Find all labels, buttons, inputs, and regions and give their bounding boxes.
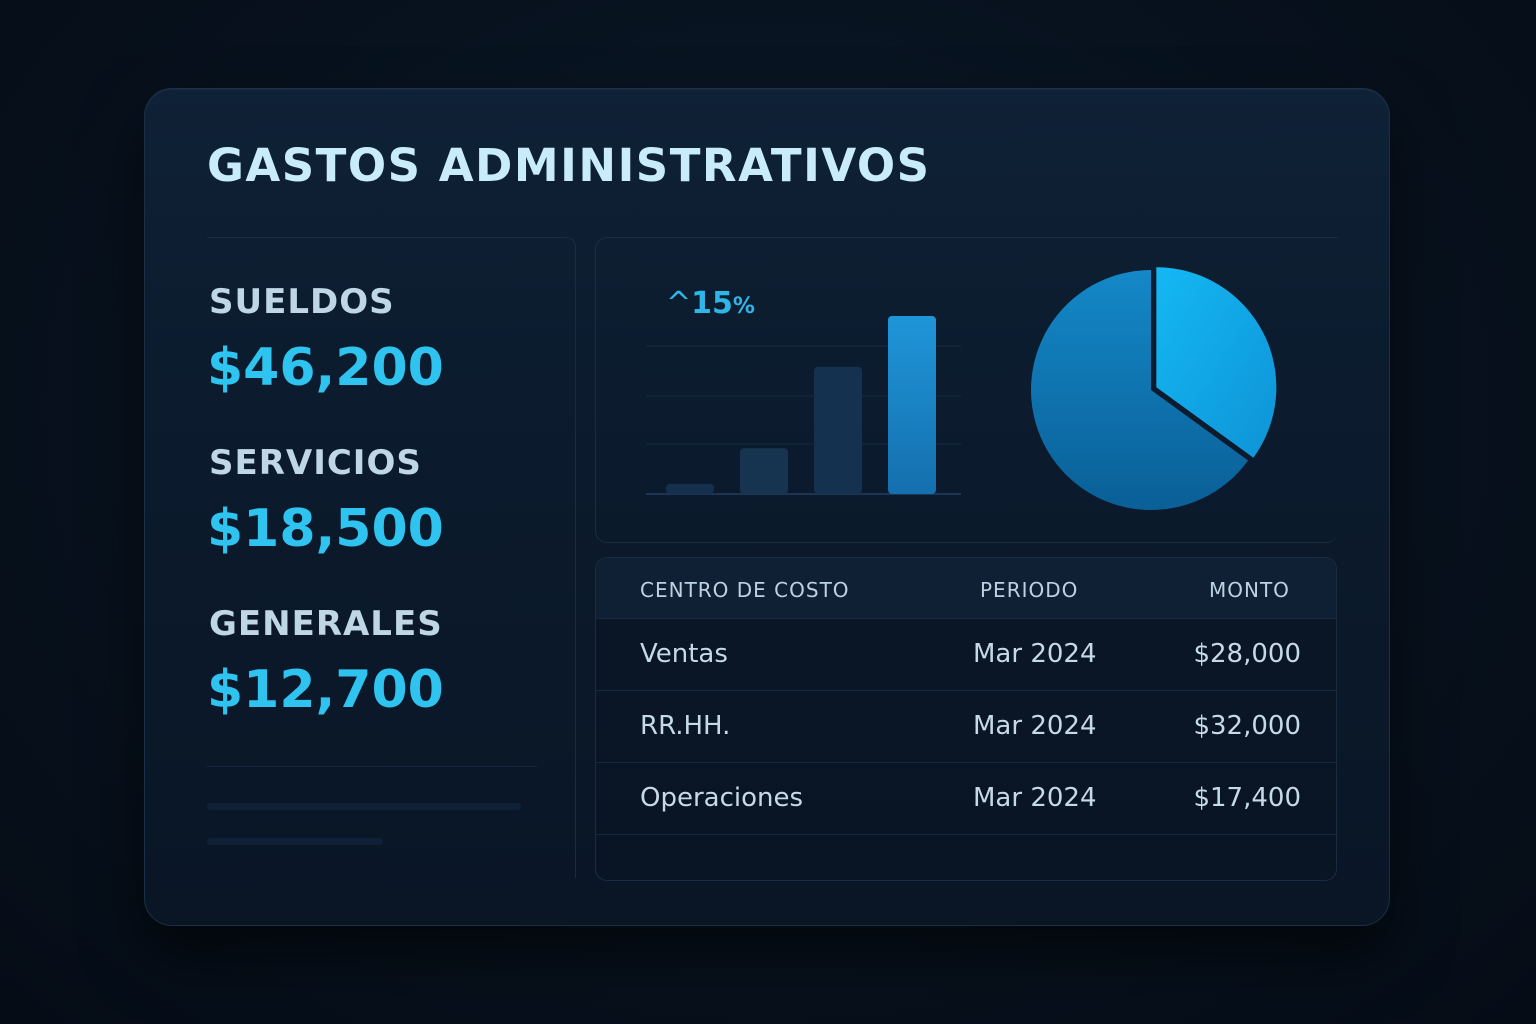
table-row[interactable]: RR.HH. Mar 2024 $32,000 <box>596 691 1336 763</box>
divider <box>207 766 537 767</box>
cell-periodo: Mar 2024 <box>973 639 1097 669</box>
cost-table: CENTRO DE COSTO PERIODO MONTO Ventas Mar… <box>595 557 1337 881</box>
charts-svg <box>646 267 1277 510</box>
bar[interactable] <box>888 316 936 494</box>
cell-monto: $28,000 <box>1193 639 1301 669</box>
stat-label-servicios: SERVICIOS <box>209 443 422 483</box>
bar[interactable] <box>666 483 714 494</box>
page-title: GASTOS ADMINISTRATIVOS <box>207 139 931 192</box>
dashboard-card: GASTOS ADMINISTRATIVOS SUELDOS $46,200 S… <box>144 88 1390 926</box>
cell-centro: Ventas <box>640 639 728 669</box>
trend-up-icon: ^ <box>666 286 692 321</box>
cell-centro: Operaciones <box>640 783 804 813</box>
cell-periodo: Mar 2024 <box>973 783 1097 813</box>
bar[interactable] <box>814 366 862 494</box>
column-header-monto[interactable]: MONTO <box>1209 578 1290 602</box>
stat-label-sueldos: SUELDOS <box>209 282 395 322</box>
table-header: CENTRO DE COSTO PERIODO MONTO <box>596 558 1336 619</box>
cell-monto: $17,400 <box>1193 783 1301 813</box>
stat-label-generales: GENERALES <box>209 604 443 644</box>
trend-unit: % <box>732 294 755 319</box>
cell-monto: $32,000 <box>1193 711 1301 741</box>
summary-panel: SUELDOS $46,200 SERVICIOS $18,500 GENERA… <box>207 237 576 878</box>
chart-panel: ^15% <box>595 237 1338 543</box>
cell-periodo: Mar 2024 <box>973 711 1097 741</box>
stat-value-servicios: $18,500 <box>207 499 444 559</box>
placeholder-line <box>207 838 383 845</box>
table-row[interactable]: Ventas Mar 2024 $28,000 <box>596 619 1336 691</box>
table-row[interactable]: Operaciones Mar 2024 $17,400 <box>596 763 1336 835</box>
cell-centro: RR.HH. <box>640 711 731 741</box>
pie-slice[interactable] <box>1156 267 1277 458</box>
placeholder-line <box>207 803 521 810</box>
bar[interactable] <box>740 448 788 494</box>
pie-slice[interactable] <box>1031 270 1249 510</box>
stat-value-sueldos: $46,200 <box>207 338 444 398</box>
trend-value: 15 <box>691 286 733 321</box>
trend-indicator: ^15% <box>666 286 755 321</box>
column-header-centro[interactable]: CENTRO DE COSTO <box>640 578 850 602</box>
column-header-periodo[interactable]: PERIODO <box>980 578 1079 602</box>
stat-value-generales: $12,700 <box>207 660 444 720</box>
